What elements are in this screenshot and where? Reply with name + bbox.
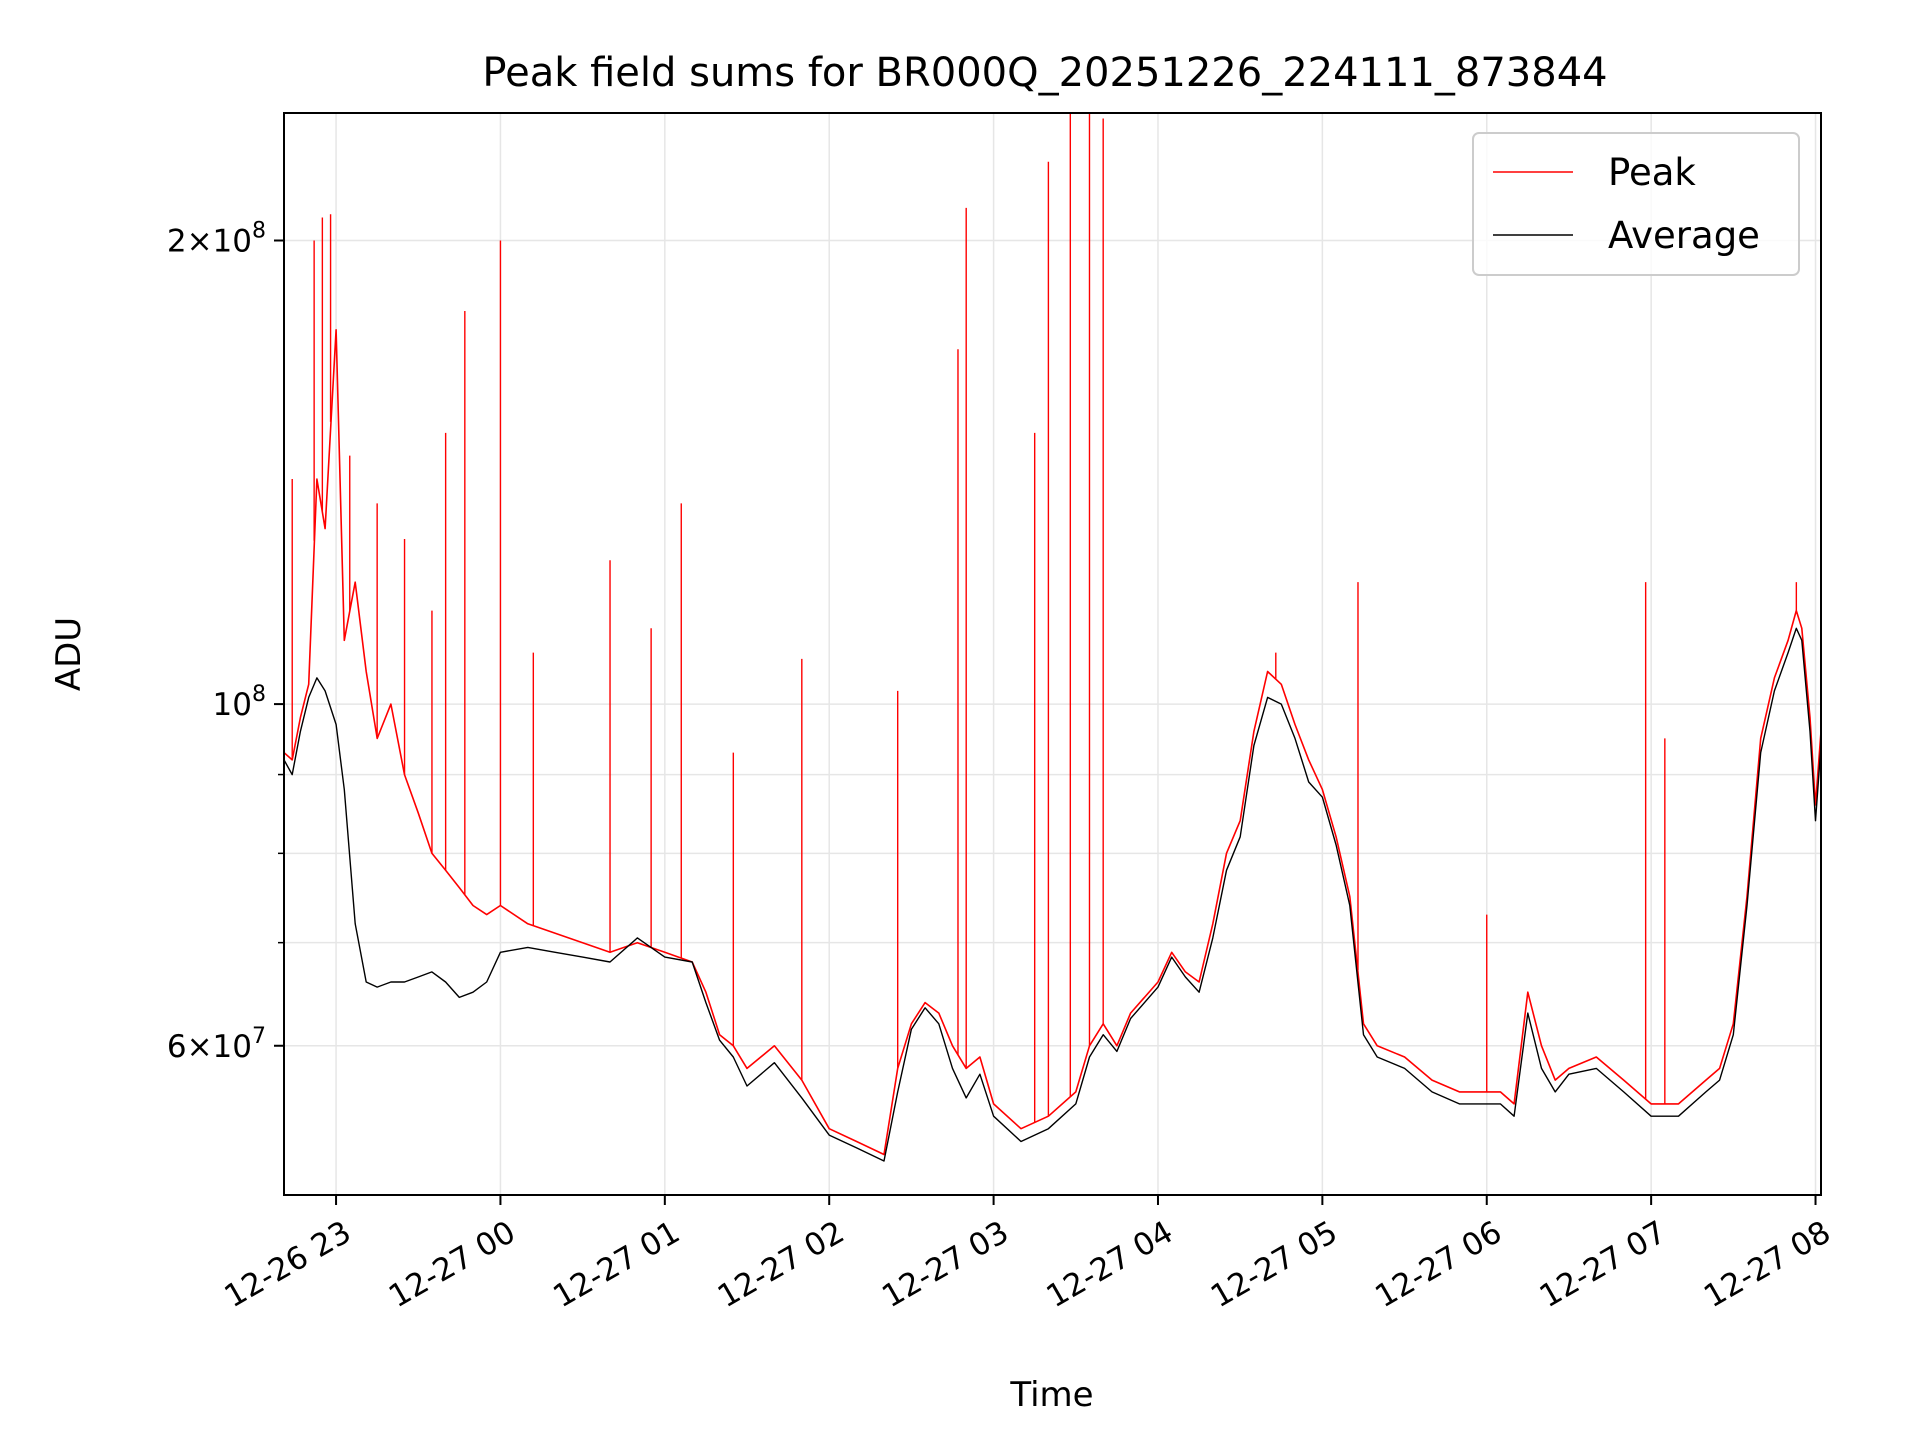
legend-peak-label: Peak [1608,151,1696,194]
legend-box [1472,132,1800,276]
plot-frame [283,112,1822,1196]
legend-average-label: Average [1608,214,1760,257]
series-layer [284,113,1821,1162]
y-tick-label: 108 [213,682,266,723]
chart-title: Peak field sums for BR000Q_20251226_2241… [482,50,1607,96]
y-axis: 6×107 108 2×108 [167,218,284,1065]
y-axis-label: ADU [49,617,89,691]
grid [284,113,1821,1195]
legend: Peak Average [1472,132,1800,276]
y-tick-label: 6×107 [167,1024,266,1065]
x-axis-label: Time [1009,1375,1093,1415]
series-line-peak [284,328,1821,1156]
series-line-average [284,627,1821,1162]
y-tick-label: 2×108 [167,218,266,259]
